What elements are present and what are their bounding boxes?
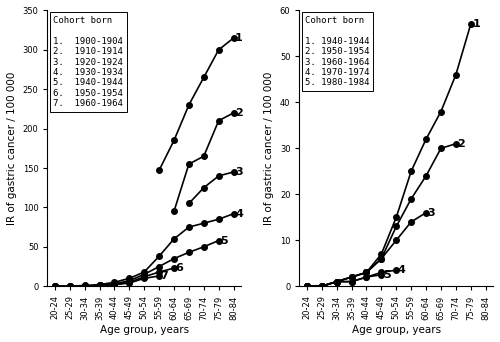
Text: 3: 3 [428,208,435,218]
Text: 6: 6 [176,263,184,273]
Text: 3: 3 [235,167,242,177]
Text: 1: 1 [472,19,480,29]
Text: 2: 2 [458,139,465,149]
Text: 4: 4 [235,209,243,219]
Text: 5: 5 [383,270,390,280]
Text: 1: 1 [235,33,243,43]
Text: 2: 2 [235,108,243,118]
Y-axis label: IR of gastric cancer / 100 000: IR of gastric cancer / 100 000 [7,71,17,225]
Y-axis label: IR of gastric cancer / 100 000: IR of gastric cancer / 100 000 [264,71,274,225]
Text: Cohort born

1. 1940-1944
2. 1950-1954
3. 1960-1964
4. 1970-1974
5. 1980-1984: Cohort born 1. 1940-1944 2. 1950-1954 3.… [306,16,370,87]
Text: Cohort born

1.  1900-1904
2.  1910-1914
3.  1920-1924
4.  1930-1934
5.  1940-19: Cohort born 1. 1900-1904 2. 1910-1914 3.… [53,16,123,108]
Text: 7: 7 [160,271,168,281]
X-axis label: Age group, years: Age group, years [352,325,441,335]
X-axis label: Age group, years: Age group, years [100,325,189,335]
Text: 4: 4 [398,265,406,275]
Text: 5: 5 [220,236,228,246]
